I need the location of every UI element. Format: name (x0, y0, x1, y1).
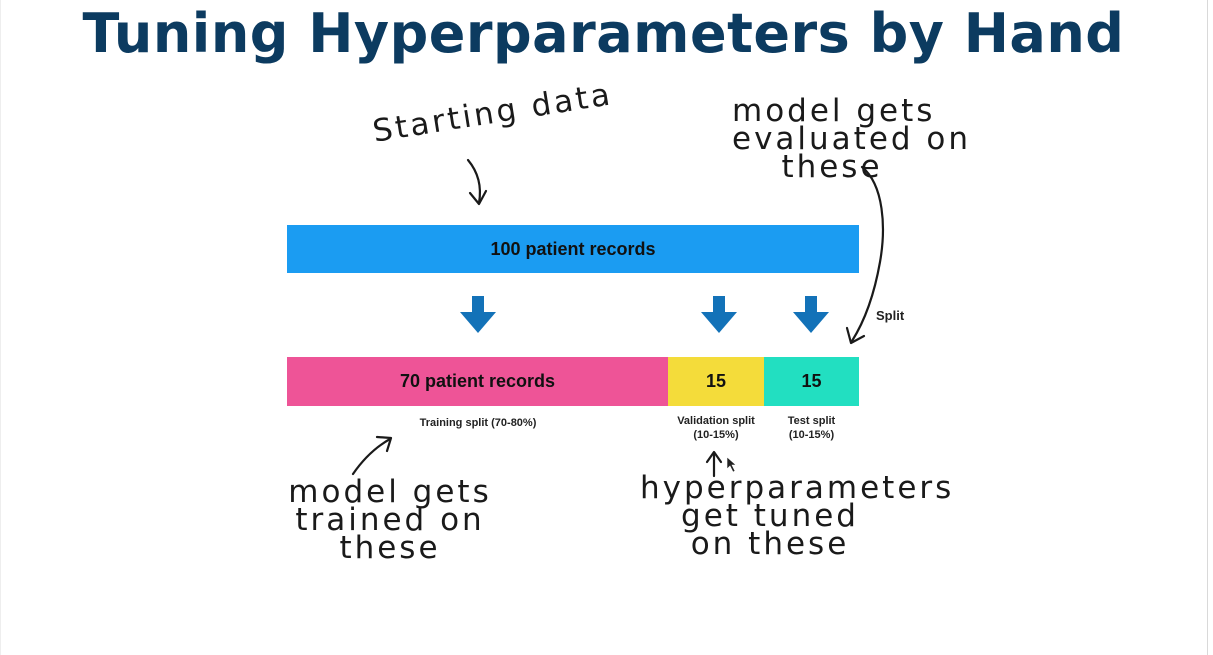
caption-validation-line-2: (10-15%) (693, 429, 739, 441)
bar-validation-records: 15 (668, 357, 764, 406)
annotation-evaluated-line-1: model gets (732, 93, 936, 129)
annotation-hyperparameters-tuned: hyperparameters get tuned on these (640, 470, 955, 562)
annotation-tuned-line-3: on these (690, 526, 850, 562)
hand-arrow-starting-data (466, 158, 488, 206)
bar-test-label: 15 (801, 371, 822, 391)
hand-arrow-evaluated (845, 165, 884, 345)
caption-test-split: Test split (10-15%) (764, 414, 859, 442)
page-edge-left (0, 0, 1, 655)
bar-validation-label: 15 (705, 371, 727, 391)
hand-arrow-tuned (705, 450, 723, 478)
page-edge-right (1207, 0, 1208, 655)
bar-training-records: 70 patient records (287, 357, 668, 406)
caption-test-line-1: Test split (787, 415, 836, 427)
annotation-trained-line-3: these (339, 530, 441, 566)
annotation-evaluated-line-2: evaluated on (732, 121, 972, 157)
annotation-tuned-line-2: get tuned (681, 498, 859, 534)
annotation-tuned-line-1: hyperparameters (640, 470, 955, 506)
annotation-trained-line-1: model gets (288, 474, 492, 510)
page-title: Tuning Hyperparameters by Hand (82, 2, 1125, 65)
hand-arrow-trained (351, 435, 393, 476)
split-arrow-test (793, 296, 829, 333)
caption-validation-line-1: Validation split (677, 415, 755, 427)
caption-test-line-2: (10-15%) (788, 429, 835, 441)
annotation-model-trained: model gets trained on these (280, 474, 500, 566)
split-arrow-validation (701, 296, 737, 333)
bar-training-label: 70 patient records (399, 371, 556, 391)
bar-test-records: 15 (764, 357, 859, 406)
bar-total-label: 100 patient records (490, 238, 656, 259)
caption-training-split: Training split (70-80%) (419, 417, 537, 429)
split-label: Split (876, 308, 905, 323)
caption-validation-split: Validation split (10-15%) (668, 414, 764, 442)
bar-total-records: 100 patient records (287, 225, 859, 273)
annotation-trained-line-2: trained on (295, 502, 485, 538)
split-arrow-training (460, 296, 496, 333)
mouse-cursor-icon (726, 456, 737, 473)
